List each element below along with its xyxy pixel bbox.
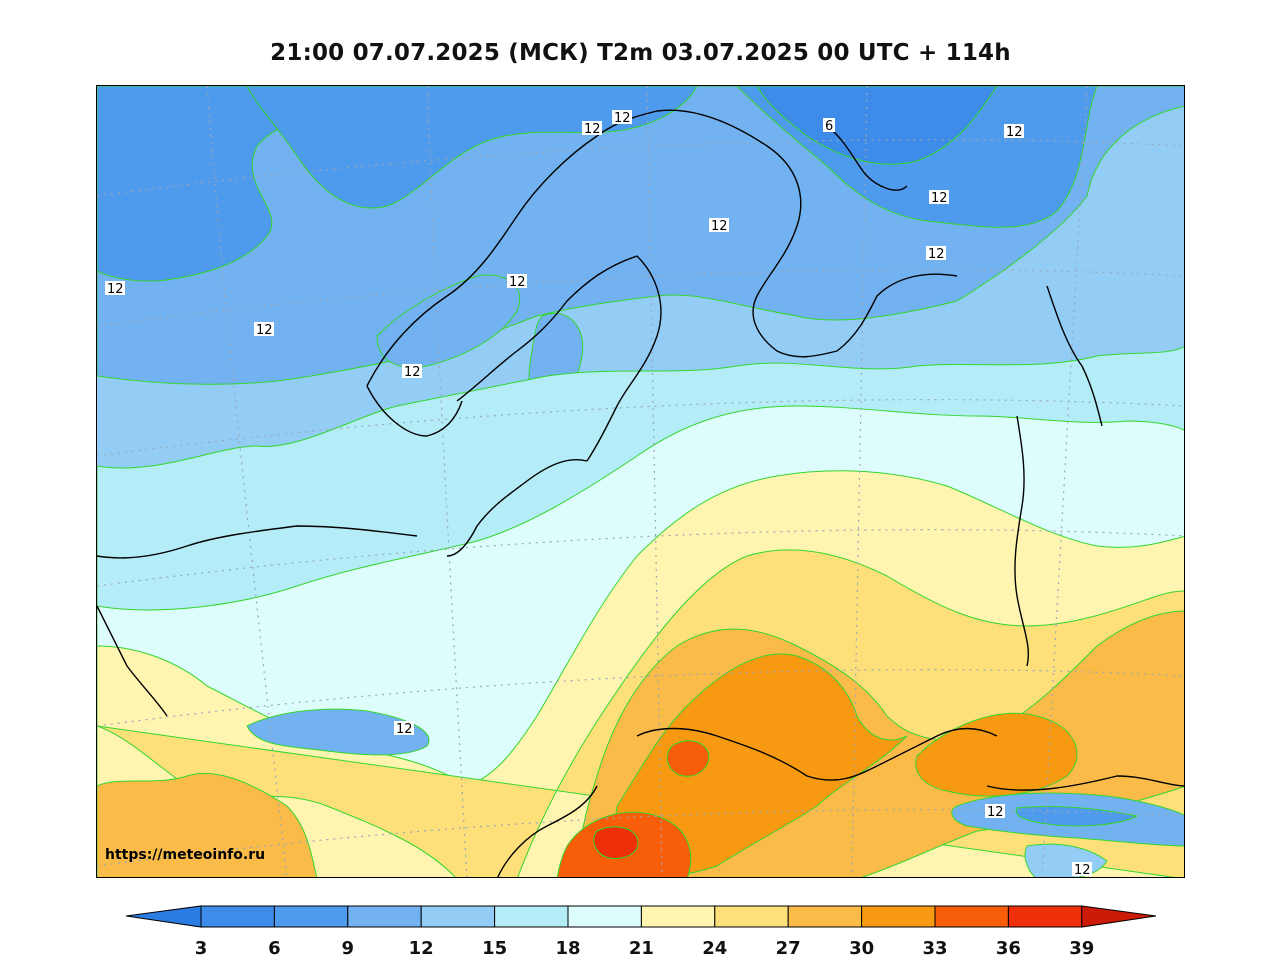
contour-label: 12 xyxy=(402,364,422,380)
svg-text:12: 12 xyxy=(584,122,601,137)
colorbar-bin xyxy=(347,905,422,928)
colorbar-tick: 6 xyxy=(268,938,281,959)
graticule xyxy=(97,86,1184,877)
temperature-map: 6 12 12 12 12 12 12 12 12 12 12 12 12 12… xyxy=(96,85,1185,878)
band-36-39 xyxy=(593,826,639,860)
colorbar-arrow-low xyxy=(125,905,202,928)
colorbar-bin xyxy=(934,905,1009,928)
colorbar-tick: 15 xyxy=(482,938,508,959)
colorbar-bin xyxy=(640,905,716,928)
contour-label: 12 xyxy=(709,218,729,234)
svg-text:12: 12 xyxy=(987,805,1004,820)
coastlines xyxy=(97,109,1184,877)
contour-label: 12 xyxy=(254,322,274,338)
contour-label: 12 xyxy=(507,274,527,290)
contour-label: 12 xyxy=(394,721,414,737)
band-30-33-east xyxy=(915,712,1078,797)
svg-text:12: 12 xyxy=(1006,125,1023,140)
band-27-30-west xyxy=(97,772,318,877)
svg-text:12: 12 xyxy=(404,365,421,380)
svg-text:12: 12 xyxy=(711,219,728,234)
watermark-url: https://meteoinfo.ru xyxy=(105,847,266,863)
colorbar-tick: 9 xyxy=(341,938,355,959)
colorbar-bin xyxy=(1007,905,1083,928)
colorbar-tick: 21 xyxy=(628,938,654,959)
contour-label: 12 xyxy=(582,121,602,137)
band-6-9-sea xyxy=(246,86,698,209)
colorbar-tick: 18 xyxy=(555,938,581,959)
band-33-36-small xyxy=(666,740,710,777)
band-3-6-barents xyxy=(756,86,998,165)
contour-label: 6 xyxy=(823,118,835,134)
colorbar-tick: 12 xyxy=(408,938,434,959)
colorbar-bin xyxy=(273,905,349,928)
colorbar-bin xyxy=(200,905,275,928)
colorbar-bin xyxy=(494,905,569,928)
svg-text:12: 12 xyxy=(1074,863,1091,878)
colorbar: 3 6 9 12 15 18 21 24 27 30 33 36 39 xyxy=(125,905,1157,963)
svg-text:12: 12 xyxy=(396,722,413,737)
contour-label: 12 xyxy=(1072,862,1092,878)
colorbar-tick: 24 xyxy=(702,938,728,959)
band-6-9-caucasus xyxy=(1015,805,1139,827)
svg-text:12: 12 xyxy=(931,191,948,206)
band-30-33 xyxy=(615,653,908,877)
contour-label: 12 xyxy=(929,190,949,206)
colorbar-tick: 33 xyxy=(922,938,948,959)
svg-text:12: 12 xyxy=(107,282,124,297)
svg-text:12: 12 xyxy=(256,323,273,338)
colorbar-bin xyxy=(714,905,789,928)
svg-text:12: 12 xyxy=(614,111,631,126)
colorbar-tick: 27 xyxy=(775,938,801,959)
colorbar-bin xyxy=(787,905,863,928)
colorbar-bin xyxy=(567,905,642,928)
contour-label: 12 xyxy=(926,246,946,262)
colorbar-bin xyxy=(861,905,936,928)
svg-text:12: 12 xyxy=(928,247,945,262)
band-9-12-alps xyxy=(246,708,430,756)
colorbar-tick: 3 xyxy=(194,938,208,959)
contour-label: 12 xyxy=(1004,124,1024,140)
map-canvas: 6 12 12 12 12 12 12 12 12 12 12 12 12 12 xyxy=(97,86,1184,878)
contour-labels: 6 12 12 12 12 12 12 12 12 12 12 12 12 12 xyxy=(105,110,1092,878)
colorbar-tick: 39 xyxy=(1069,938,1095,959)
colorbar-bin xyxy=(420,905,496,928)
svg-text:12: 12 xyxy=(509,275,526,290)
contour-label: 12 xyxy=(612,110,632,126)
svg-text:6: 6 xyxy=(825,119,833,134)
colorbar-tick: 30 xyxy=(849,938,875,959)
chart-title: 21:00 07.07.2025 (МСК) T2m 03.07.2025 00… xyxy=(270,40,1011,66)
colorbar-arrow-high xyxy=(1081,905,1157,928)
colorbar-strip xyxy=(125,905,1157,928)
contour-label: 12 xyxy=(105,281,125,297)
colorbar-tick: 36 xyxy=(995,938,1021,959)
contour-label: 12 xyxy=(985,804,1005,820)
